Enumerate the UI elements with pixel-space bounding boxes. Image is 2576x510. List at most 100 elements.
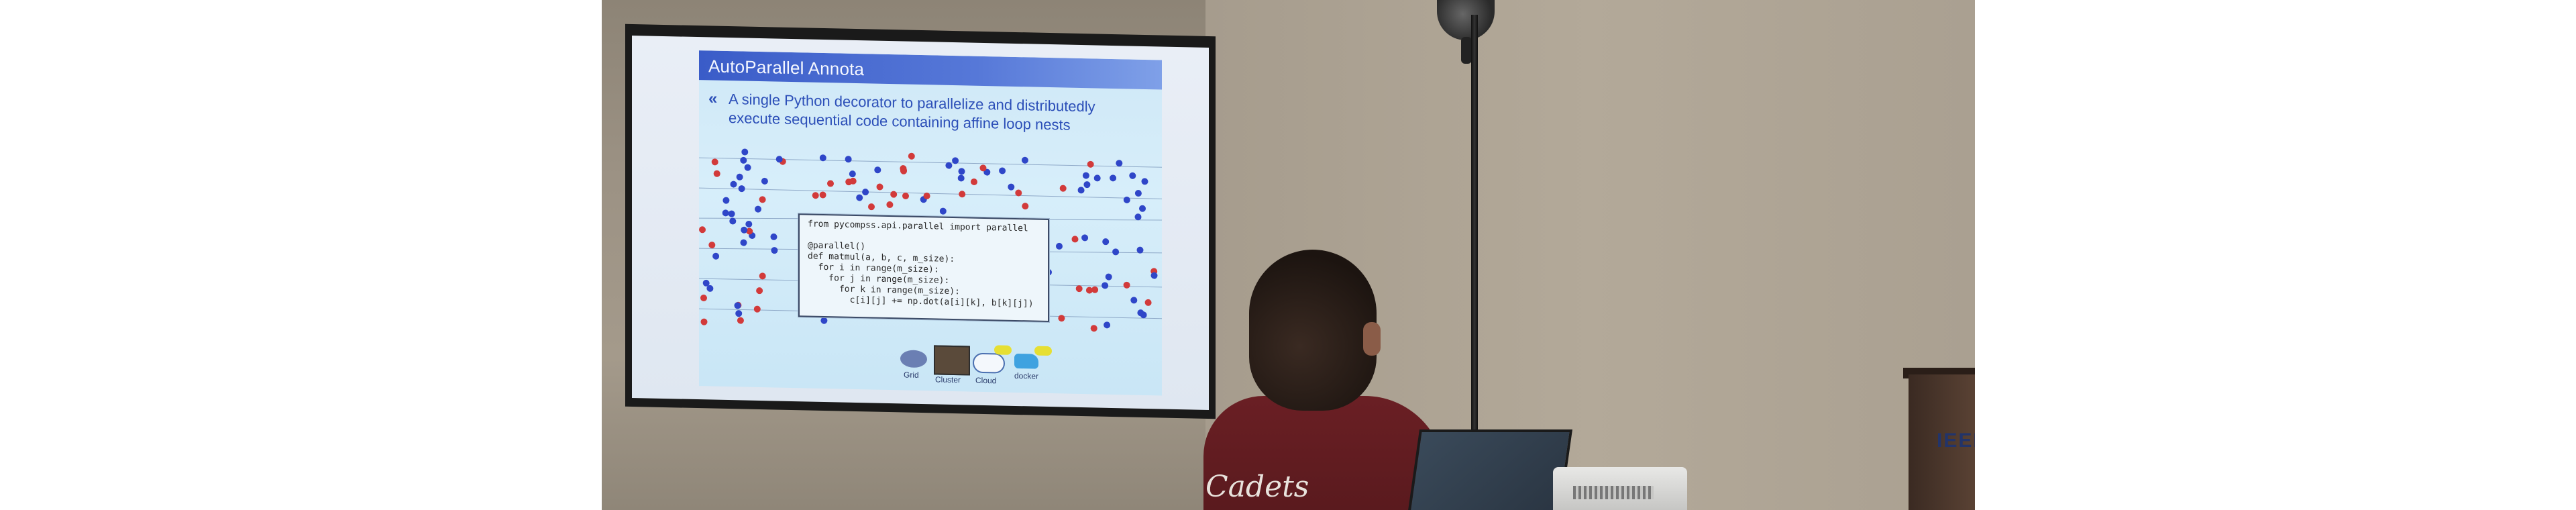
graph-node xyxy=(819,191,826,199)
code-line: from pycompss.api.parallel import parall… xyxy=(808,219,1028,234)
graph-node xyxy=(1087,160,1094,168)
cluster-label: Cluster xyxy=(935,374,961,385)
cloud-icon xyxy=(973,352,1005,374)
bullet-icon: « xyxy=(708,89,718,108)
graph-node xyxy=(1077,187,1085,194)
graph-node xyxy=(1139,205,1146,212)
code-snippet: from pycompss.api.parallel import parall… xyxy=(798,213,1049,323)
graph-node xyxy=(1129,172,1136,179)
graph-node xyxy=(1056,242,1063,250)
graph-node xyxy=(712,252,720,260)
graph-node xyxy=(702,279,710,287)
audience-member-left-ear xyxy=(1363,322,1381,356)
graph-node xyxy=(1136,246,1144,254)
graph-node xyxy=(1093,174,1101,182)
graph-node xyxy=(1090,325,1097,332)
graph-node xyxy=(756,287,763,295)
projector-vent xyxy=(1573,486,1654,499)
graph-node xyxy=(952,157,959,164)
graph-node xyxy=(1081,234,1089,242)
graph-node xyxy=(939,207,947,215)
graph-node xyxy=(1059,185,1067,192)
graph-node xyxy=(1082,172,1089,179)
graph-node xyxy=(1105,273,1112,280)
slide-title: AutoParallel Annota xyxy=(708,56,865,80)
conference-photo: AutoParallel Annota « A single Python de… xyxy=(602,0,1975,510)
graph-node xyxy=(876,183,883,191)
graph-node xyxy=(699,226,706,234)
graph-node xyxy=(1150,272,1158,279)
graph-node xyxy=(735,310,743,317)
grid-label: Grid xyxy=(904,370,919,380)
badge-icon xyxy=(1034,346,1052,356)
graph-node xyxy=(1058,315,1065,322)
badge-icon xyxy=(994,345,1012,355)
graph-node xyxy=(759,272,766,280)
graph-node xyxy=(1102,282,1109,289)
graph-node xyxy=(958,168,965,175)
code-line: c[i][j] += np.dot(a[i][k], b[k][j]) xyxy=(808,294,1034,309)
podium xyxy=(1909,374,1975,510)
graph-node xyxy=(713,170,720,177)
graph-node xyxy=(971,178,977,185)
graph-node xyxy=(1123,196,1130,203)
graph-node xyxy=(737,317,744,324)
graph-node xyxy=(708,242,716,249)
presentation-slide: AutoParallel Annota « A single Python de… xyxy=(699,50,1162,396)
graph-node xyxy=(908,152,915,160)
grid-icon xyxy=(900,350,927,368)
graph-node xyxy=(868,203,875,211)
audience-member-left-head xyxy=(1249,250,1377,411)
docker-label: docker xyxy=(1014,370,1039,381)
slide-bullet: A single Python decorator to parallelize… xyxy=(729,90,1144,136)
graph-node xyxy=(1110,174,1117,182)
graph-node xyxy=(741,226,748,234)
graph-node xyxy=(923,192,930,200)
jacket-lettering: Cadets xyxy=(1205,470,1309,504)
graph-node xyxy=(746,227,753,235)
graph-node xyxy=(819,154,826,162)
graph-node xyxy=(700,295,707,302)
graph-node xyxy=(1071,236,1079,243)
graph-node xyxy=(700,318,708,325)
graph-node xyxy=(745,220,753,227)
graph-node xyxy=(775,156,783,163)
graph-node xyxy=(890,191,898,198)
graph-node xyxy=(845,178,853,186)
graph-node xyxy=(900,166,907,174)
graph-node xyxy=(874,166,881,174)
graph-node xyxy=(849,170,856,178)
graph-node xyxy=(1085,287,1093,294)
graph-node xyxy=(812,192,819,199)
docker-icon xyxy=(1014,353,1038,369)
graph-node xyxy=(728,210,735,217)
graph-node xyxy=(1123,281,1130,289)
graph-node xyxy=(1083,181,1091,189)
graph-node xyxy=(1022,203,1029,210)
graph-node xyxy=(1102,238,1110,246)
graph-node xyxy=(902,193,909,200)
graph-node xyxy=(1130,297,1138,304)
graph-node xyxy=(722,197,730,204)
graph-node xyxy=(1021,156,1028,164)
code-line: @parallel() xyxy=(808,240,866,252)
execution-targets: Grid Cluster Cloud docker xyxy=(759,340,1162,396)
graph-node xyxy=(730,181,737,188)
graph-node xyxy=(736,173,743,181)
graph-node xyxy=(845,156,852,163)
graph-node xyxy=(1141,178,1148,185)
graph-node xyxy=(729,217,737,225)
graph-node xyxy=(761,177,768,185)
graph-node xyxy=(759,196,766,203)
cloud-label: Cloud xyxy=(975,375,997,386)
graph-node xyxy=(1137,309,1144,317)
podium-logo: IEEE xyxy=(1937,429,1975,452)
graph-node xyxy=(741,148,749,156)
graph-node xyxy=(771,247,778,254)
graph-node xyxy=(1112,248,1120,256)
graph-edge xyxy=(699,187,1162,199)
graph-node xyxy=(738,185,745,193)
projection-screen: AutoParallel Annota « A single Python de… xyxy=(632,35,1209,411)
microphone-neck xyxy=(1461,37,1472,64)
graph-node xyxy=(820,317,828,324)
